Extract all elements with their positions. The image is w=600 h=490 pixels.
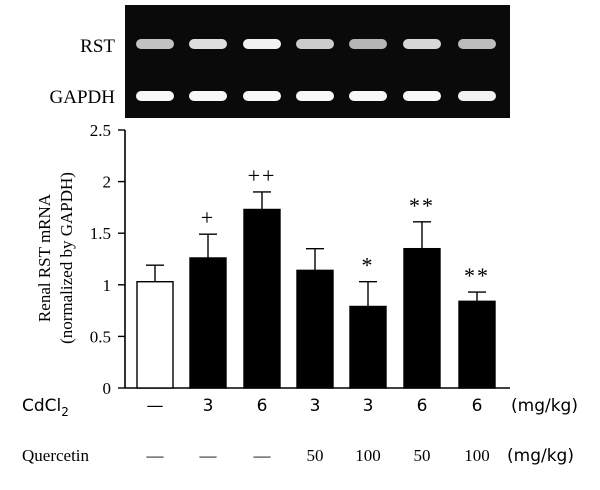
gel-band [458, 91, 496, 101]
quercetin-label: Quercetin [22, 446, 90, 465]
quercetin-value: 50 [307, 446, 324, 465]
y-tick-label: 1 [103, 276, 112, 295]
gel-band [136, 39, 174, 49]
cdcl2-value: 6 [257, 396, 268, 416]
bar [243, 208, 281, 389]
bar [403, 247, 441, 389]
gel-band [349, 39, 387, 49]
gel-band [136, 91, 174, 101]
quercetin-values: — — — 50 100 50 100 [146, 446, 490, 465]
significance-annotations: +++***** [201, 163, 490, 288]
y-tick-label: 2.5 [90, 121, 111, 140]
significance-mark: ** [464, 263, 490, 288]
gel-label-gapdh: GAPDH [50, 87, 116, 108]
y-tick-label: 0 [103, 379, 112, 398]
bar [189, 257, 227, 389]
quercetin-value: — [253, 446, 272, 465]
bar [296, 269, 334, 389]
significance-mark: ** [409, 193, 435, 218]
bar [349, 305, 387, 389]
quercetin-value: — [199, 446, 218, 465]
quercetin-value: 50 [414, 446, 431, 465]
bar [458, 300, 496, 389]
gel-band [403, 91, 441, 101]
gel-band [189, 91, 227, 101]
gel-band [189, 39, 227, 49]
error-bars [146, 191, 486, 307]
cdcl2-value: 3 [310, 396, 321, 416]
gel-background [125, 5, 510, 118]
quercetin-value: 100 [464, 446, 490, 465]
cdcl2-unit: (mg/kg) [511, 396, 578, 416]
gel-band [458, 39, 496, 49]
bar [136, 281, 174, 389]
cdcl2-label: CdCl2 [22, 396, 69, 419]
gel-band [243, 91, 281, 101]
bars [136, 208, 496, 389]
gel-band [349, 91, 387, 101]
gel-bands [136, 39, 496, 101]
significance-mark: * [362, 253, 375, 278]
cdcl2-value: 3 [203, 396, 214, 416]
bar-chart: 00.511.522.5 +++***** Renal RST mRNA (no… [35, 121, 510, 398]
quercetin-value: — [146, 446, 165, 465]
cdcl2-value: — [147, 396, 164, 416]
significance-mark: + [201, 205, 215, 230]
cdcl2-value: 6 [472, 396, 483, 416]
gel-band [403, 39, 441, 49]
gel-band [296, 39, 334, 49]
gel-band [296, 91, 334, 101]
y-axis-label-line1: Renal RST mRNA [35, 193, 54, 322]
y-tick-label: 2 [103, 173, 112, 192]
significance-mark: ++ [248, 163, 277, 188]
quercetin-unit: (mg/kg) [507, 446, 574, 466]
cdcl2-value: 6 [417, 396, 428, 416]
y-axis-label-line2: (normalized by GAPDH) [57, 172, 76, 344]
y-tick-label: 1.5 [90, 224, 111, 243]
gel-label-rst: RST [80, 36, 115, 57]
gel-band [243, 39, 281, 49]
cdcl2-values: — 3 6 3 3 6 6 [147, 396, 483, 416]
y-ticks: 0 0.5 1 1.5 2 2.5 [90, 121, 125, 398]
quercetin-value: 100 [355, 446, 381, 465]
cdcl2-value: 3 [363, 396, 374, 416]
y-tick-label: 0.5 [90, 327, 111, 346]
